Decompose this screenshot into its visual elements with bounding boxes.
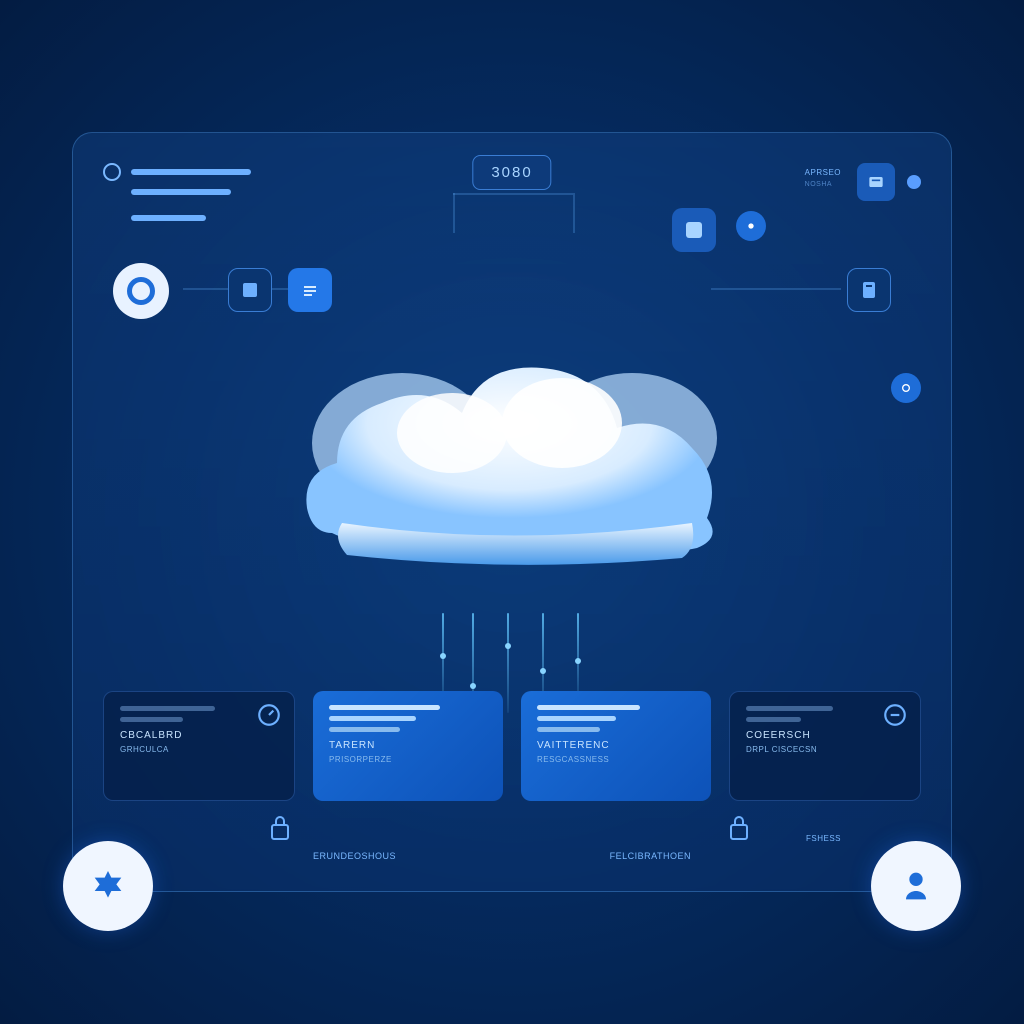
header-bar-2 <box>131 189 231 195</box>
footer-small-text: FSHESS <box>806 834 841 843</box>
app-tile-2[interactable] <box>288 268 332 312</box>
header-label-2: NOSHA <box>805 181 841 188</box>
header-app-icon[interactable] <box>857 163 895 201</box>
header-bar-3 <box>131 215 206 221</box>
header-right-labels: APRSEO NOSHA <box>805 168 841 188</box>
center-badge: 3080 <box>472 155 551 190</box>
footer-label-left: ERUNDEOSHOUS <box>313 851 396 861</box>
meter-icon <box>882 702 908 728</box>
bottom-card-row: CBCALBRD GRHCULCA TARERN PRISORPERZE VAI… <box>73 691 951 801</box>
header-left-block <box>103 163 251 221</box>
cloud-illustration <box>252 323 772 623</box>
header-bar-1 <box>131 169 251 175</box>
app-tile-4[interactable] <box>847 268 891 312</box>
card-1-title: CBCALBRD <box>120 730 278 741</box>
mini-circle-1-icon[interactable] <box>736 211 766 241</box>
app-tile-1[interactable] <box>228 268 272 312</box>
lock-right-icon <box>727 813 751 841</box>
mini-circle-2-icon[interactable] <box>891 373 921 403</box>
gauge-icon <box>256 702 282 728</box>
header-label-1: APRSEO <box>805 168 841 177</box>
status-indicator-icon <box>103 163 121 181</box>
ring-indicator-icon[interactable] <box>113 263 169 319</box>
card-2[interactable]: TARERN PRISORPERZE <box>313 691 503 801</box>
card-1[interactable]: CBCALBRD GRHCULCA <box>103 691 295 801</box>
card-4[interactable]: COEERSCH DRPL CISCECSN <box>729 691 921 801</box>
card-2-subtitle: PRISORPERZE <box>329 755 487 764</box>
footer-label-right: FELCIBRATHOEN <box>610 851 691 861</box>
header-right-block <box>857 163 921 201</box>
status-dot-icon <box>907 175 921 189</box>
card-3-title: VAITTERENC <box>537 740 695 751</box>
app-tile-3[interactable] <box>672 208 716 252</box>
card-4-title: COEERSCH <box>746 730 904 741</box>
lock-left-icon <box>268 813 292 841</box>
card-3[interactable]: VAITTERENC RESGCASSNESS <box>521 691 711 801</box>
big-button-left[interactable] <box>63 841 153 931</box>
card-2-title: TARERN <box>329 740 487 751</box>
dashboard-panel: 3080 APRSEO NOSHA <box>72 132 952 892</box>
card-1-subtitle: GRHCULCA <box>120 745 278 754</box>
big-button-right[interactable] <box>871 841 961 931</box>
card-3-subtitle: RESGCASSNESS <box>537 755 695 764</box>
card-4-subtitle: DRPL CISCECSN <box>746 745 904 754</box>
